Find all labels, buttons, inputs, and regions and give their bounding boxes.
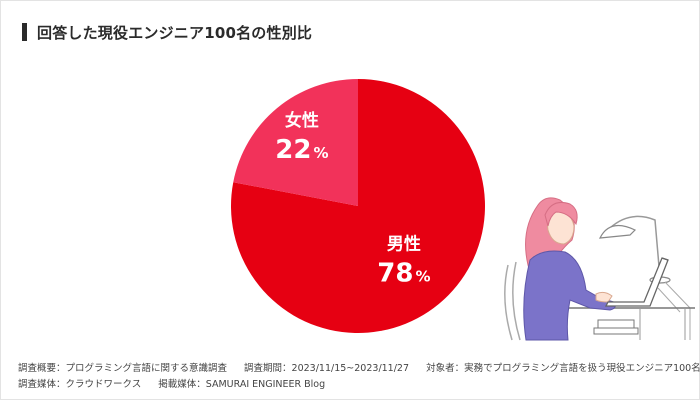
slice-label-group: 男性 78% (377, 233, 430, 288)
title-accent-bar (22, 23, 27, 41)
survey-medium: 調査媒体：クラウドワークス (18, 379, 142, 390)
chart-title-group: 回答した現役エンジニア100名の性別比 (22, 22, 312, 42)
footer-line-1: 調査概要：プログラミング言語に関する意識調査 調査期間：2023/11/15~2… (18, 361, 700, 377)
survey-publisher: 掲載媒体：SAMURAI ENGINEER Blog (158, 379, 326, 390)
survey-subjects: 対象者：実務でプログラミング言語を扱う現役エンジニア100名 (426, 363, 700, 374)
survey-footer: 調査概要：プログラミング言語に関する意識調査 調査期間：2023/11/15~2… (18, 361, 700, 393)
pie-slice-male (230, 79, 485, 333)
slice-category-label: 女性 (285, 110, 319, 131)
survey-overview: 調査概要：プログラミング言語に関する意識調査 (18, 363, 228, 374)
woman-at-laptop-illustration (504, 197, 695, 341)
slice-value-label: 78% (377, 258, 430, 288)
slice-category-label: 男性 (387, 233, 421, 254)
pie-slice-female (233, 79, 358, 206)
chart-title: 回答した現役エンジニア100名の性別比 (37, 23, 313, 42)
slice-value-label: 22% (275, 135, 328, 165)
footer-line-2: 調査媒体：クラウドワークス 掲載媒体：SAMURAI ENGINEER Blog (18, 377, 700, 393)
survey-period: 調査期間：2023/11/15~2023/11/27 (244, 363, 410, 374)
slice-label-group: 女性 22% (275, 110, 328, 165)
